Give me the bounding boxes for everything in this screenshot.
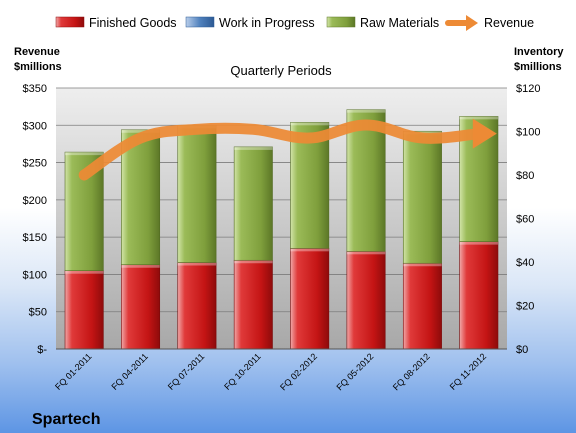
bar-cap-finished-goods [177, 262, 217, 266]
bar-raw-materials [177, 124, 217, 263]
bar-cap-raw-materials [459, 116, 498, 120]
bar-finished-goods [459, 241, 499, 350]
legend-label-finished-goods: Finished Goods [89, 16, 177, 30]
bar-cap-raw-materials [290, 122, 329, 126]
bar-cap-finished-goods [65, 270, 104, 274]
legend-label-raw-materials: Raw Materials [360, 16, 439, 30]
right-tick-label: $40 [516, 257, 534, 269]
right-axis-ticks: $0 $20 $40 $60 $80 $100 $120 [516, 83, 540, 356]
company-name: Spartech [32, 411, 100, 428]
bar-finished-goods [177, 262, 217, 350]
left-axis-title-line-1: Revenue [14, 46, 60, 58]
bar-cap-raw-materials [234, 146, 273, 150]
left-tick-label: $350 [23, 83, 47, 95]
bar-finished-goods [346, 251, 386, 350]
x-tick-label: FQ 11-2012 [448, 351, 489, 392]
right-tick-label: $120 [516, 83, 540, 95]
bar-cap-finished-goods [459, 241, 498, 245]
bar-cap-finished-goods [346, 251, 386, 255]
left-axis-ticks: $- $50 $100 $150 $200 $250 $300 $350 [23, 83, 48, 356]
x-tick-label: FQ 07-2011 [166, 351, 207, 392]
right-tick-label: $20 [516, 301, 534, 313]
bar-cap-raw-materials [121, 129, 160, 133]
x-axis-ticks: FQ 01-2011 FQ 04-2011 FQ 07-2011 FQ 10-2011… [53, 351, 488, 392]
x-tick-label: FQ 10-2011 [222, 351, 263, 392]
left-tick-label: $250 [23, 158, 47, 170]
x-tick-label: FQ 04-2011 [109, 351, 150, 392]
chart-title: Quarterly Periods [230, 63, 332, 78]
left-tick-label: $300 [23, 120, 47, 132]
revenue-arrowhead [472, 118, 497, 149]
legend-label-revenue: Revenue [484, 16, 534, 30]
right-axis-title-line-2: $millions [514, 61, 562, 73]
left-tick-label: $200 [23, 195, 47, 207]
right-tick-label: $60 [516, 214, 534, 226]
bar-cap-finished-goods [290, 248, 329, 252]
bar-finished-goods [402, 262, 442, 350]
legend-swatch-finished-goods [55, 16, 85, 28]
right-tick-label: $80 [516, 170, 534, 182]
x-tick-label: FQ 05-2012 [334, 351, 375, 392]
right-tick-label: $100 [516, 127, 540, 139]
left-tick-label: $100 [23, 269, 47, 281]
legend-swatch-raw-materials [326, 16, 356, 28]
bar-raw-materials [346, 109, 386, 252]
left-axis-title-line-2: $millions [14, 61, 62, 73]
bar-raw-materials [121, 129, 161, 266]
x-tick-label: FQ 01-2011 [53, 351, 94, 392]
x-tick-label: FQ 08-2012 [391, 351, 432, 392]
bar-cap-raw-materials [65, 152, 104, 156]
x-tick-label: FQ 02-2012 [278, 351, 319, 392]
left-tick-label: $- [37, 344, 47, 356]
left-tick-label: $150 [23, 232, 47, 244]
bar-cap-finished-goods [121, 264, 160, 268]
revenue-line-path [78, 119, 485, 181]
bar-finished-goods [233, 259, 273, 350]
legend: Finished Goods Work in Progress Raw Mate… [55, 15, 534, 31]
right-axis-title-line-1: Inventory [514, 46, 564, 58]
bar-finished-goods [64, 270, 104, 350]
revenue-line [78, 118, 497, 181]
bar-raw-materials [402, 130, 442, 264]
bar-finished-goods [290, 248, 330, 350]
bar-finished-goods [121, 264, 161, 350]
bar-cap-finished-goods [234, 260, 273, 264]
legend-arrow-revenue [445, 15, 478, 31]
bar-raw-materials [233, 146, 273, 261]
right-tick-label: $0 [516, 344, 528, 356]
bar-cap-raw-materials [346, 109, 386, 113]
legend-swatch-work-in-progress [185, 16, 215, 28]
left-tick-label: $50 [29, 307, 47, 319]
legend-label-work-in-progress: Work in Progress [219, 16, 315, 30]
bar-cap-finished-goods [403, 263, 442, 267]
